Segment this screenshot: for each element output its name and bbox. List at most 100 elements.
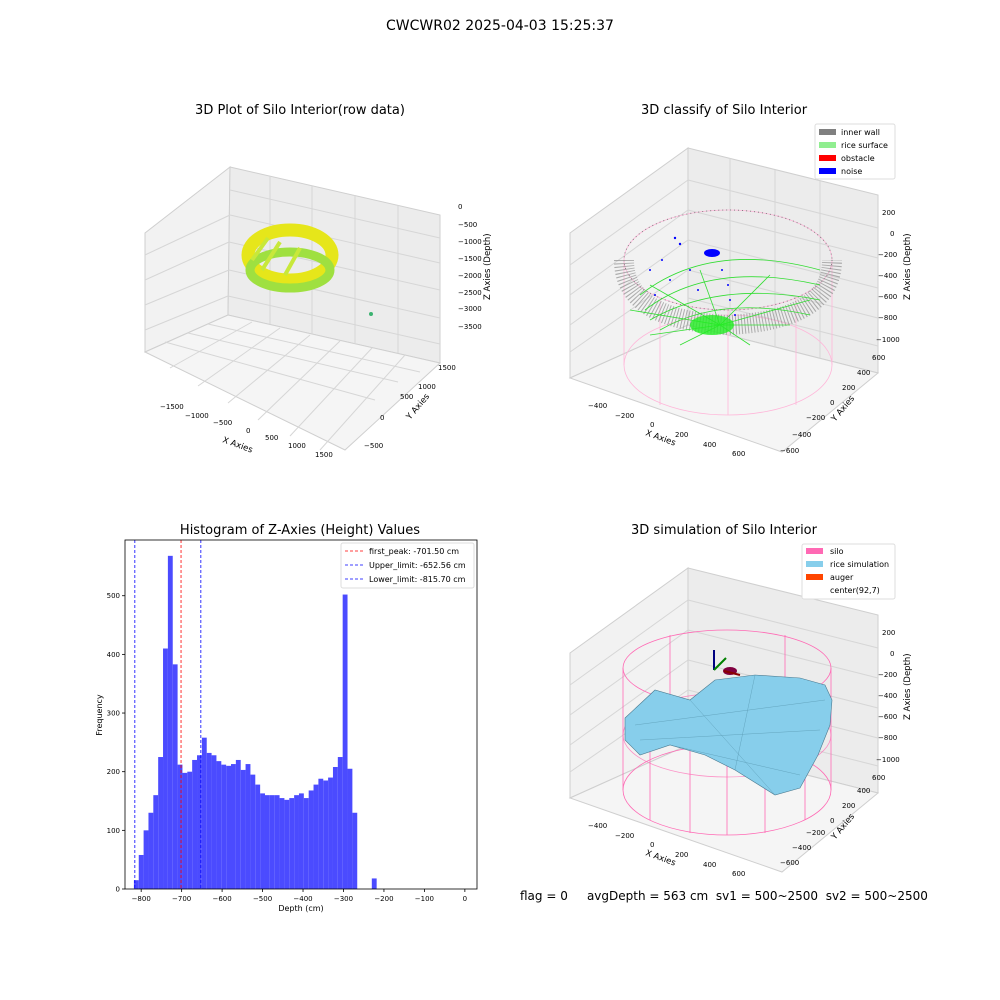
histogram-bar [158, 757, 164, 889]
legend-swatch-noise [819, 168, 836, 174]
raw-3d-plot: −1500 −1000 −500 0 500 1000 1500 X Axies… [143, 165, 493, 459]
histogram-bar [192, 759, 198, 889]
simulation-ztick: 0 [890, 650, 894, 658]
status-bar: flag = 0 avgDepth = 563 cm sv1 = 500~250… [520, 889, 928, 903]
classify-ztick: −1000 [876, 336, 900, 344]
histogram-y-tick-label: 100 [107, 827, 120, 835]
histogram-bar [211, 755, 217, 889]
histogram-y-tick-label: 0 [116, 886, 120, 894]
raw-plot-title: 3D Plot of Silo Interior(row data) [195, 103, 405, 118]
classify-xtick: −400 [588, 402, 607, 410]
classify-ytick: 200 [842, 384, 855, 392]
raw-ztick: −2000 [458, 272, 482, 280]
simulation-ztick: −1000 [876, 756, 900, 764]
simulation-ytick: 600 [872, 774, 885, 782]
legend-swatch-rice-simulation [806, 561, 823, 567]
classify-ztick: −800 [878, 314, 897, 322]
raw-3d-axes-panes [143, 165, 442, 451]
classify-inner-wall [614, 209, 842, 336]
raw-ztick: −2500 [458, 289, 482, 297]
status-sv2: sv2 = 500~2500 [825, 889, 928, 903]
raw-z-axis-label: Z Axies (Depth) [483, 233, 493, 300]
raw-z-ticks: 0 −500 −1000 −1500 −2000 −2500 −3000 −35… [458, 203, 482, 331]
status-flag: flag = 0 [520, 889, 568, 903]
legend-swatch-silo [806, 548, 823, 554]
raw-ztick: −1000 [458, 238, 482, 246]
histogram-bar [264, 795, 270, 889]
raw-xtick: −1500 [160, 403, 184, 411]
legend-first-peak: first_peak: -701.50 cm [369, 547, 459, 556]
histogram-x-tick-label: −300 [334, 895, 353, 903]
histogram-bar [323, 780, 329, 889]
histogram-x-tick-label: −600 [212, 895, 231, 903]
status-avg-depth: avgDepth = 563 cm [586, 889, 709, 903]
histogram-bar [332, 766, 338, 889]
histogram-bar [133, 880, 139, 889]
classify-xtick: 200 [675, 431, 688, 439]
legend-silo: silo [830, 547, 844, 556]
simulation-x-axis-label: X Axies [644, 848, 677, 868]
histogram-bar [172, 664, 178, 889]
raw-ring-upper [241, 223, 339, 287]
legend-swatch-inner-wall [819, 129, 836, 135]
raw-ytick: −500 [364, 442, 383, 450]
histogram-bar [240, 769, 246, 889]
histogram-bar [328, 777, 333, 889]
figure-title: CWCWR02 2025-04-03 15:25:37 [386, 18, 614, 34]
classify-x-axis-label: X Axies [644, 428, 677, 448]
raw-xtick: −1000 [185, 412, 209, 420]
legend-center: center(92,7) [830, 586, 880, 595]
histogram-legend: first_peak: -701.50 cm Upper_limit: -652… [340, 542, 475, 589]
simulation-ztick: 200 [882, 629, 895, 637]
classify-z-ticks: 200 0 −200 −400 −600 −800 −1000 [876, 209, 900, 344]
classify-ztick: −200 [878, 251, 897, 259]
raw-xtick: 1500 [315, 451, 333, 459]
histogram-bar [187, 771, 193, 889]
classify-ztick: 0 [890, 230, 894, 238]
histogram-bar [216, 761, 222, 889]
simulation-ytick: −400 [792, 844, 811, 852]
legend-obstacle: obstacle [841, 154, 875, 163]
histogram-bar [143, 830, 149, 889]
histogram-chart: −800 −700 −600 −500 −400 −300 −200 −100 0 0 100 20… [95, 539, 478, 913]
histogram-bar [201, 737, 207, 889]
simulation-ztick: −600 [878, 713, 897, 721]
legend-rice-simulation: rice simulation [830, 560, 889, 569]
simulation-plot-title: 3D simulation of Silo Interior [631, 523, 817, 538]
histogram-bar [221, 764, 227, 889]
raw-xtick: 0 [246, 427, 250, 435]
histogram-bar [226, 765, 232, 889]
simulation-3d-plot: silo rice simulation auger center(92,7) … [568, 543, 913, 878]
simulation-xtick: 200 [675, 851, 688, 859]
simulation-ytick: −600 [780, 859, 799, 867]
histogram-bar [308, 790, 314, 889]
histogram-bar [279, 798, 285, 889]
histogram-bar [138, 854, 144, 889]
raw-ring-lower [245, 247, 335, 293]
raw-ztick: −3000 [458, 305, 482, 313]
histogram-bar [352, 812, 358, 889]
simulation-z-axis-label: Z Axies (Depth) [903, 653, 913, 720]
auger-marker [713, 650, 741, 676]
classify-3d-plot: inner wall rice surface obstacle noise −… [568, 123, 913, 458]
simulation-ztick: −400 [878, 692, 897, 700]
histogram-bar [269, 795, 275, 889]
raw-floor-pane [143, 314, 442, 451]
histogram-bar [245, 764, 251, 889]
histogram-bar [274, 795, 280, 889]
raw-ytick: 1500 [438, 364, 456, 372]
histogram-bar [313, 784, 319, 889]
classify-ytick: −400 [792, 431, 811, 439]
classify-ytick: 0 [830, 399, 834, 407]
histogram-title: Histogram of Z-Axies (Height) Values [179, 523, 421, 538]
histogram-bar [289, 798, 295, 889]
histogram-bar [298, 793, 304, 889]
histogram-bar [235, 759, 241, 889]
simulation-xtick: 400 [703, 861, 716, 869]
histogram-x-tick-label: 0 [463, 895, 467, 903]
classify-noise-points [649, 236, 736, 316]
status-sv1: sv1 = 500~2500 [715, 889, 819, 903]
histogram-y-tick-label: 200 [107, 768, 120, 776]
raw-ztick: 0 [458, 203, 462, 211]
raw-ytick: 0 [380, 414, 384, 422]
